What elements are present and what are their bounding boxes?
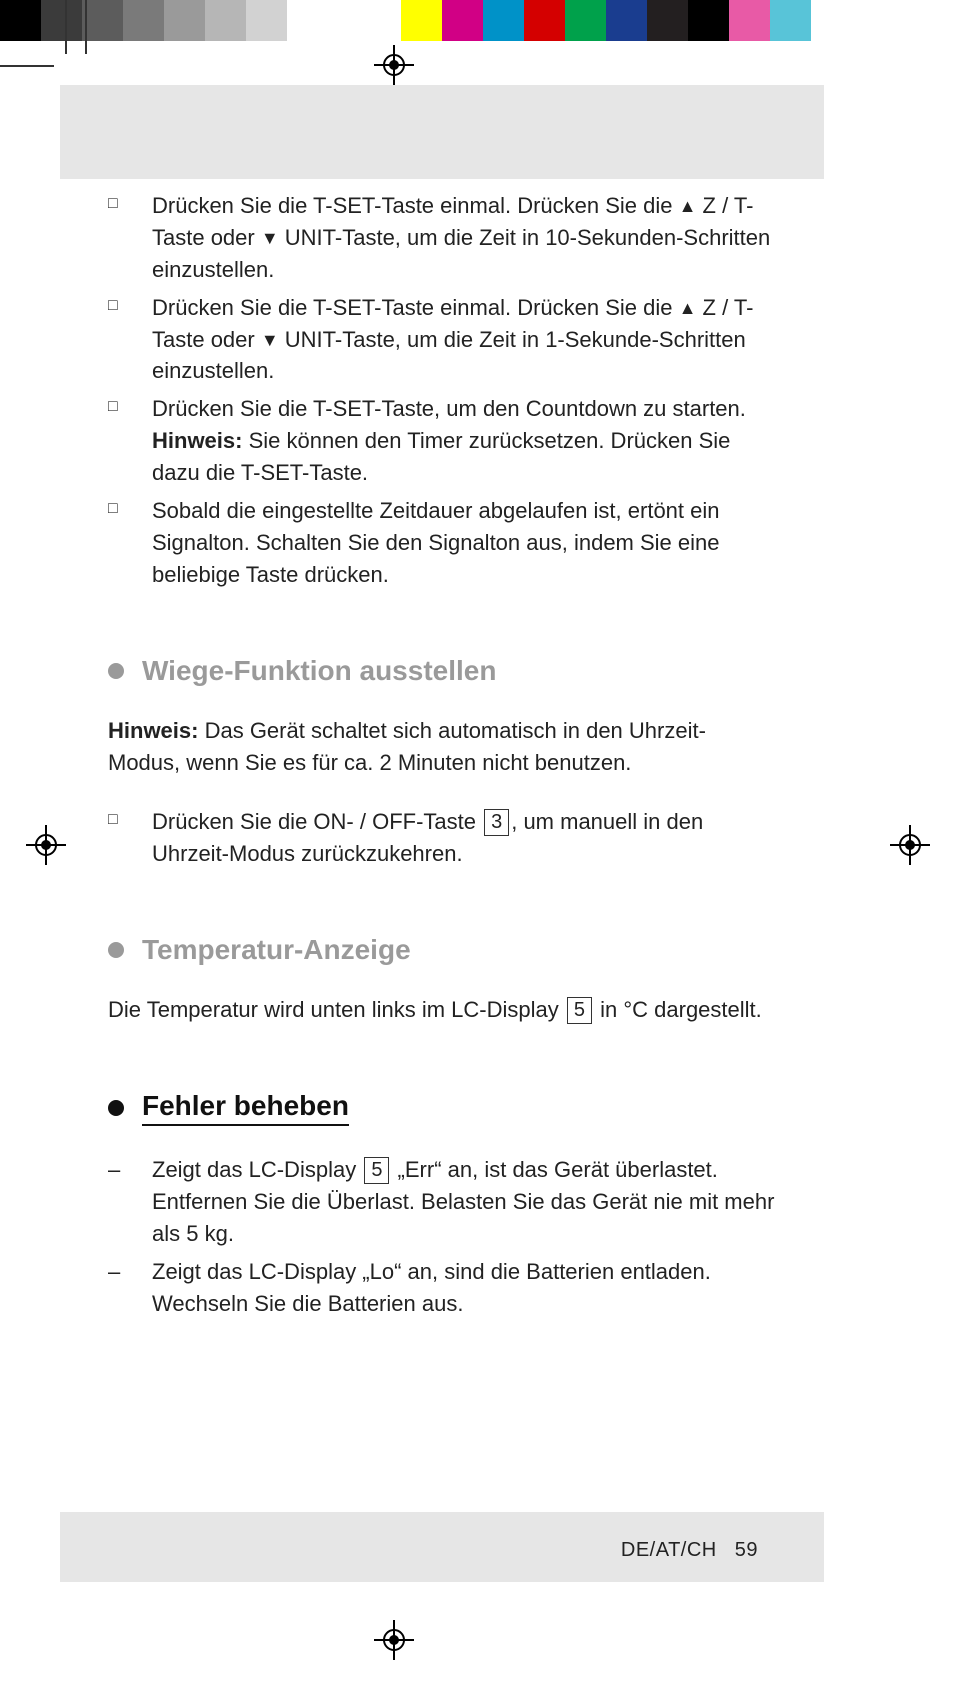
color-swatch <box>246 0 287 41</box>
heading-text: Wiege-Funktion ausstellen <box>142 655 496 687</box>
text: Drücken Sie die T-SET-Taste, um den Coun… <box>152 396 746 421</box>
list-item: Drücken Sie die T-SET-Taste einmal. Drüc… <box>108 190 776 286</box>
text: in °C dargestellt. <box>594 997 762 1022</box>
color-swatch <box>729 0 770 41</box>
color-swatch <box>565 0 606 41</box>
text: Sobald die eingestellte Zeitdauer abgela… <box>152 498 720 587</box>
color-swatch <box>483 0 524 41</box>
text: Die Temperatur wird unten links im LC-Di… <box>108 997 565 1022</box>
color-swatch <box>287 0 328 41</box>
color-swatch <box>442 0 483 41</box>
crop-mark <box>85 0 87 54</box>
heading-text: Fehler beheben <box>142 1090 349 1126</box>
instruction-list: Drücken Sie die ON- / OFF-Taste 3, um ma… <box>108 806 776 870</box>
color-swatch <box>205 0 246 41</box>
text: Drücken Sie die ON- / OFF-Taste <box>152 809 482 834</box>
color-swatch <box>524 0 565 41</box>
text: Zeigt das LC-Display <box>152 1157 362 1182</box>
text: Zeigt das LC-Display „Lo“ an, sind die B… <box>152 1259 711 1316</box>
color-swatch <box>328 0 401 41</box>
section-wiege: Wiege-Funktion ausstellen Hinweis: Das G… <box>108 655 776 871</box>
list-item: Drücken Sie die T-SET-Taste, um den Coun… <box>108 393 776 489</box>
crop-mark <box>65 0 67 54</box>
down-arrow-icon: ▼ <box>261 330 279 350</box>
text: Das Gerät schaltet sich automatisch in d… <box>108 718 706 775</box>
footer-band: DE/AT/CH 59 <box>60 1512 824 1582</box>
up-arrow-icon: ▲ <box>679 196 697 216</box>
note-paragraph: Hinweis: Das Gerät schaltet sich automat… <box>108 715 776 779</box>
hint-label: Hinweis: <box>108 718 198 743</box>
locale-label: DE/AT/CH <box>621 1539 717 1561</box>
registration-mark-icon <box>374 1620 414 1660</box>
bullet-icon <box>108 942 124 958</box>
color-swatch <box>401 0 442 41</box>
color-swatch <box>884 0 925 41</box>
color-swatch <box>606 0 647 41</box>
key-reference: 5 <box>567 997 592 1024</box>
page-number: 59 <box>735 1539 758 1561</box>
registration-mark-icon <box>374 45 414 85</box>
footer-text: DE/AT/CH 59 <box>621 1539 758 1562</box>
list-item: Sobald die eingestellte Zeitdauer abgela… <box>108 495 776 591</box>
key-reference: 3 <box>484 809 509 836</box>
color-swatch <box>811 0 884 41</box>
section-heading: Fehler beheben <box>108 1090 776 1126</box>
bullet-icon <box>108 1100 124 1116</box>
registration-mark-icon <box>890 825 930 865</box>
color-swatch <box>770 0 811 41</box>
color-calibration-bar <box>0 0 954 41</box>
paragraph: Die Temperatur wird unten links im LC-Di… <box>108 994 776 1026</box>
section-heading: Temperatur-Anzeige <box>108 934 776 966</box>
page: Drücken Sie die T-SET-Taste einmal. Drüc… <box>0 0 954 1695</box>
color-swatch <box>123 0 164 41</box>
color-swatch <box>164 0 205 41</box>
color-swatch <box>647 0 688 41</box>
heading-text: Temperatur-Anzeige <box>142 934 411 966</box>
error-list: Zeigt das LC-Display 5 „Err“ an, ist das… <box>108 1154 776 1319</box>
hint-label: Hinweis: <box>152 428 242 453</box>
content-area: Drücken Sie die T-SET-Taste einmal. Drüc… <box>60 190 824 1326</box>
color-swatch <box>82 0 123 41</box>
list-item: Drücken Sie die ON- / OFF-Taste 3, um ma… <box>108 806 776 870</box>
header-band <box>60 85 824 179</box>
color-swatch <box>688 0 729 41</box>
section-temperatur: Temperatur-Anzeige Die Temperatur wird u… <box>108 934 776 1026</box>
crop-mark <box>0 65 54 67</box>
bullet-icon <box>108 663 124 679</box>
down-arrow-icon: ▼ <box>261 228 279 248</box>
up-arrow-icon: ▲ <box>679 298 697 318</box>
key-reference: 5 <box>364 1157 389 1184</box>
instruction-list: Drücken Sie die T-SET-Taste einmal. Drüc… <box>108 190 776 591</box>
text: Drücken Sie die T-SET-Taste einmal. Drüc… <box>152 295 679 320</box>
list-item: Drücken Sie die T-SET-Taste einmal. Drüc… <box>108 292 776 388</box>
text: Drücken Sie die T-SET-Taste einmal. Drüc… <box>152 193 679 218</box>
section-heading: Wiege-Funktion ausstellen <box>108 655 776 687</box>
section-fehler: Fehler beheben Zeigt das LC-Display 5 „E… <box>108 1090 776 1319</box>
list-item: Zeigt das LC-Display 5 „Err“ an, ist das… <box>108 1154 776 1250</box>
color-swatch <box>0 0 41 41</box>
color-swatch <box>41 0 82 41</box>
list-item: Zeigt das LC-Display „Lo“ an, sind die B… <box>108 1256 776 1320</box>
